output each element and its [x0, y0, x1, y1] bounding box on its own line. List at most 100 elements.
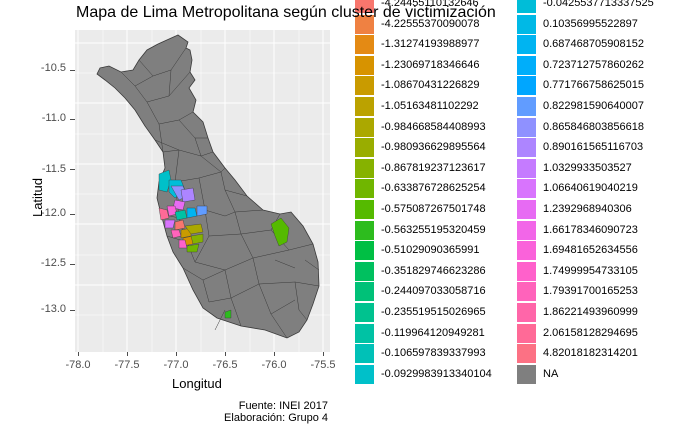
legend-swatch — [517, 14, 536, 34]
y-tick-label: -13.0 — [40, 303, 66, 315]
legend-swatch — [517, 35, 536, 55]
y-tick-label: -11.0 — [41, 112, 66, 124]
cluster-district — [224, 309, 232, 319]
legend-label: 1.66178346090723 — [543, 223, 638, 236]
legend-item: -0.51029090365991 — [355, 241, 525, 261]
legend-label: -0.106597839337993 — [381, 347, 486, 360]
legend-item: 4.82018182314201 — [517, 344, 687, 364]
legend-swatch — [517, 282, 536, 302]
x-tick-label: -77.0 — [163, 359, 189, 371]
x-tick-mark — [274, 352, 275, 356]
caption-credit: Elaboración: Grupo 4 — [224, 412, 328, 424]
cluster-district — [186, 243, 200, 253]
x-tick-mark — [323, 352, 324, 356]
legend-swatch — [355, 55, 374, 75]
legend-swatch — [517, 241, 536, 261]
legend-swatch — [355, 76, 374, 96]
legend-item: -4.22555370090078 — [355, 14, 525, 34]
y-tick-mark — [70, 214, 75, 215]
legend-label: 0.822981590640007 — [543, 100, 644, 112]
legend-label: NA — [543, 367, 559, 380]
legend-label: -1.23069718346646 — [381, 58, 480, 71]
legend-swatch — [517, 179, 536, 199]
x-tick-label: -77.5 — [114, 359, 140, 371]
legend-swatch — [355, 220, 374, 240]
legend-label: -0.119964120949281 — [381, 326, 485, 339]
legend-label: -0.575087267501748 — [381, 203, 486, 215]
legend-label: 0.865846803856618 — [543, 120, 644, 133]
cluster-district — [186, 207, 198, 219]
x-tick-label: -76.5 — [212, 359, 238, 371]
caption: Fuente: INEI 2017 Elaboración: Grupo 4 — [160, 400, 328, 424]
legend-item: 0.723712757860262 — [517, 55, 687, 75]
y-tick-mark — [70, 310, 75, 311]
legend-label: -0.244097033058716 — [381, 285, 486, 298]
cluster-district — [180, 187, 196, 203]
legend-item: 1.0329933503527 — [517, 158, 687, 178]
legend-label: 1.79391700165253 — [543, 285, 638, 298]
legend-label: -0.0929983913340104 — [381, 367, 492, 380]
legend-swatch — [355, 117, 374, 137]
y-tick-mark — [70, 264, 75, 265]
legend-swatch — [355, 303, 374, 322]
legend-item: 1.69481652634556 — [517, 241, 687, 261]
legend-item: -0.633876728625254 — [355, 179, 525, 199]
legend-item: 1.06640619040219 — [517, 179, 687, 199]
legend-item: 1.2392968940306 — [517, 200, 687, 219]
legend-swatch — [517, 97, 536, 116]
legend-item: 2.06158128294695 — [517, 323, 687, 343]
y-tick-label: -12.0 — [40, 207, 66, 219]
cluster-district — [190, 233, 204, 245]
x-tick-label: -78.0 — [65, 359, 91, 371]
legend-swatch — [355, 323, 374, 343]
lima-region-shape — [96, 34, 320, 339]
legend-label: 0.10356995522897 — [543, 17, 638, 30]
caption-source: Fuente: INEI 2017 — [238, 400, 328, 412]
legend-item: 0.890161565116703 — [517, 138, 687, 158]
cluster-district — [158, 207, 170, 221]
legend-label: -0.0425537713337525 — [543, 0, 654, 9]
legend-label: -0.235519515026965 — [381, 306, 486, 318]
legend-label: -0.633876728625254 — [381, 182, 486, 195]
legend-swatch — [355, 261, 374, 281]
legend-label: 0.723712757860262 — [543, 58, 644, 71]
legend-swatch — [517, 303, 536, 322]
legend-swatch — [517, 76, 536, 96]
legend-item: 0.687468705908152 — [517, 35, 687, 55]
legend-label: 0.687468705908152 — [543, 38, 644, 51]
legend-swatch — [517, 117, 536, 137]
legend-label: 4.82018182314201 — [543, 347, 638, 360]
x-tick-label: -76.0 — [261, 359, 287, 371]
legend-label: 1.0329933503527 — [543, 161, 632, 174]
legend-item: 1.74999954733105 — [517, 261, 687, 281]
legend-item: -0.575087267501748 — [355, 200, 525, 219]
x-tick-label: -75.5 — [310, 359, 336, 371]
cluster-district — [164, 219, 176, 229]
x-tick-mark — [176, 352, 177, 356]
x-tick-mark — [225, 352, 226, 356]
x-axis-label: Longitud — [172, 376, 222, 391]
legend-label: -4.22555370090078 — [381, 17, 480, 30]
map-svg — [75, 30, 330, 352]
legend-swatch — [517, 364, 536, 384]
legend-label: -0.51029090365991 — [381, 244, 480, 257]
cluster-district — [174, 209, 188, 221]
legend-label: 1.69481652634556 — [543, 244, 638, 257]
legend-item: -4.24455110132646 — [355, 0, 525, 13]
legend-item: NA — [517, 364, 687, 384]
legend-item: -0.235519515026965 — [355, 303, 525, 322]
legend-item: -0.244097033058716 — [355, 282, 525, 302]
legend-item: -0.867819237123617 — [355, 158, 525, 178]
map-title: Mapa de Lima Metropolitana según cluster… — [76, 4, 496, 21]
legend-swatch — [517, 344, 536, 364]
cluster-district — [172, 199, 186, 211]
legend-swatch — [355, 364, 374, 384]
y-tick-mark — [70, 119, 75, 120]
map-panel — [75, 30, 330, 352]
legend-label: -0.351829746623286 — [381, 264, 486, 277]
legend-label: -1.08670431226829 — [381, 79, 480, 92]
legend-swatch — [517, 158, 536, 178]
legend-item: 0.10356995522897 — [517, 14, 687, 34]
legend-label: -1.05163481102292 — [381, 100, 479, 112]
legend-label: -0.980936629895564 — [381, 141, 486, 154]
